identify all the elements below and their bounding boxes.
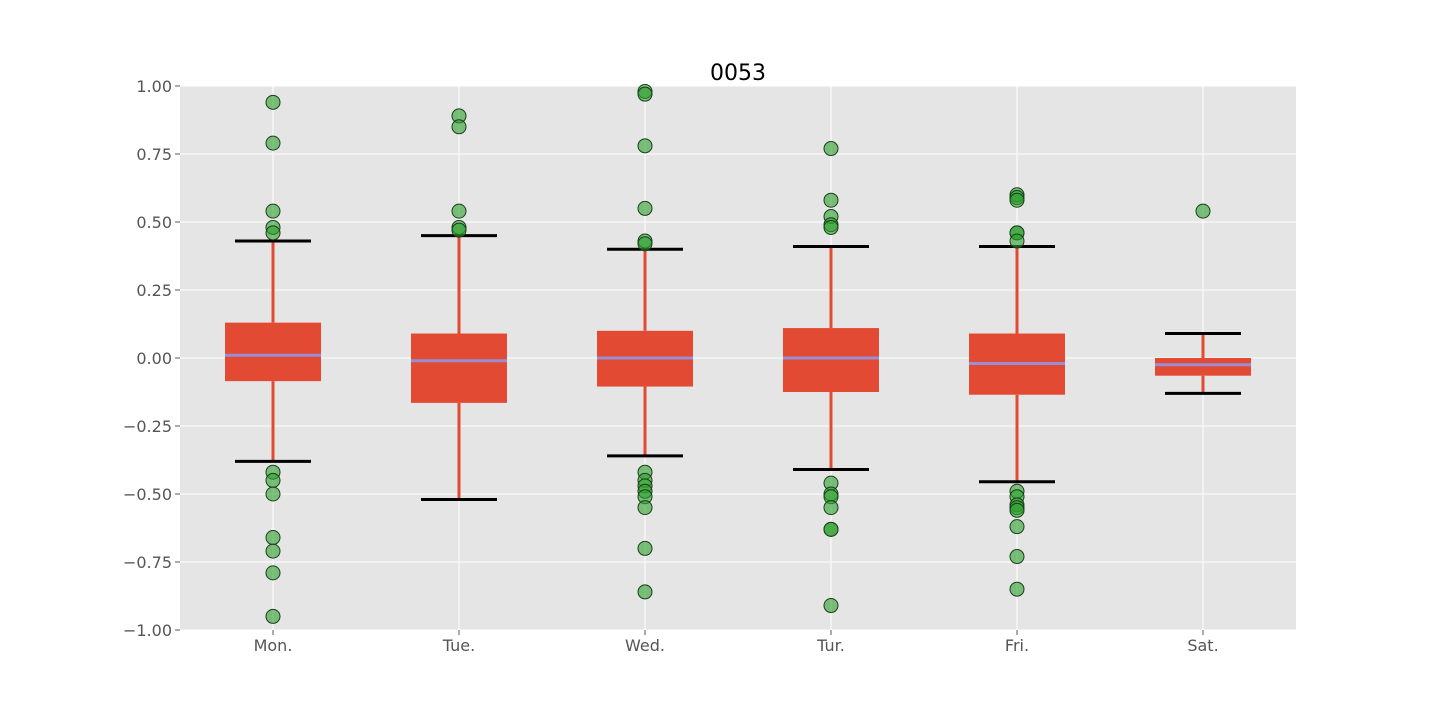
outlier-point [637, 86, 653, 102]
outlier-point [637, 138, 653, 154]
box-layer [225, 83, 1251, 624]
y-tick-label: −0.25 [123, 417, 172, 436]
outlier-point [265, 135, 281, 151]
x-tick-label: Fri. [1005, 636, 1029, 655]
box-group [783, 141, 879, 614]
y-tick-label: −1.00 [123, 621, 172, 640]
box-iqr [783, 328, 879, 392]
outlier-point [637, 500, 653, 516]
x-tick-label: Tue. [442, 636, 475, 655]
outlier-point [823, 219, 839, 235]
chart-title: 0053 [710, 61, 766, 86]
outlier-point [265, 203, 281, 219]
outlier-point [265, 565, 281, 581]
y-tick-label: 1.00 [136, 77, 172, 96]
axis-layer: 1.00 0.75 0.50 0.25 0.00 −0.25 −0.50 −0.75 −1.00… [123, 77, 1219, 655]
outlier-point [1195, 203, 1211, 219]
outlier-point [1009, 192, 1025, 208]
y-tick-label: −0.50 [123, 485, 172, 504]
outlier-point [637, 200, 653, 216]
outlier-point [1009, 233, 1025, 249]
outlier-point [637, 584, 653, 600]
outlier-point [265, 530, 281, 546]
outlier-point [637, 236, 653, 252]
box-group [969, 187, 1065, 597]
x-tick-label: Wed. [625, 636, 665, 655]
box-group [225, 94, 321, 624]
outlier-point [265, 543, 281, 559]
outlier-point [1009, 502, 1025, 518]
box-iqr [411, 333, 507, 403]
outlier-point [637, 540, 653, 556]
x-tick-label: Sat. [1187, 636, 1218, 655]
outlier-point [823, 500, 839, 516]
outlier-point [265, 608, 281, 624]
outlier-point [1009, 519, 1025, 535]
box-group [597, 83, 693, 600]
y-tick-label: 0.75 [136, 145, 172, 164]
outlier-point [451, 222, 467, 238]
outlier-point [823, 521, 839, 537]
box-iqr [225, 322, 321, 382]
outlier-point [823, 141, 839, 157]
outlier-point [265, 486, 281, 502]
outlier-point [1009, 581, 1025, 597]
outlier-point [451, 203, 467, 219]
box-iqr [1155, 358, 1251, 376]
outlier-point [823, 192, 839, 208]
y-tick-label: 0.50 [136, 213, 172, 232]
y-tick-label: 0.00 [136, 349, 172, 368]
outlier-point [265, 94, 281, 110]
outlier-point [265, 472, 281, 488]
outlier-point [1009, 549, 1025, 565]
box-group [1155, 203, 1251, 395]
y-tick-label: −0.75 [123, 553, 172, 572]
outlier-point [823, 598, 839, 614]
y-tick-label: 0.25 [136, 281, 172, 300]
x-tick-label: Mon. [254, 636, 293, 655]
x-tick-label: Tur. [816, 636, 845, 655]
box-group [411, 108, 507, 501]
outlier-point [265, 225, 281, 241]
outlier-point [451, 119, 467, 135]
